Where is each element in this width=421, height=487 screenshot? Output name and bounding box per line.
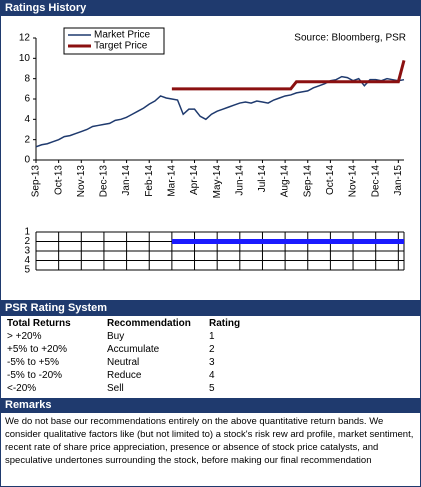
- table-row: -5% to +5% Neutral 3: [5, 356, 271, 369]
- cell: 1: [209, 331, 215, 342]
- header-row: Total Returns Recommendation Rating: [5, 316, 271, 330]
- x-tick-label: May-14: [212, 165, 223, 199]
- x-tick-label: Nov-13: [76, 165, 87, 198]
- cell: Reduce: [107, 370, 142, 381]
- x-tick-label: Dec-13: [99, 165, 110, 198]
- cell: <-20%: [7, 383, 37, 394]
- x-tick-label: Feb-14: [144, 165, 155, 197]
- y-tick-label: 5: [24, 265, 30, 276]
- cell: 2: [209, 344, 215, 355]
- y-tick-label: 12: [19, 33, 31, 44]
- column-header: Total Returns: [7, 317, 71, 329]
- table-row: > +20% Buy 1: [5, 330, 271, 343]
- table-row: +5% to +20% Accumulate 2: [5, 343, 271, 356]
- x-tick-label: Jan-15: [393, 165, 404, 196]
- cell: 3: [209, 357, 215, 368]
- cell: > +20%: [7, 331, 42, 342]
- annotation: Source: Bloomberg, PSR: [294, 33, 406, 44]
- x-tick-label: Nov-14: [348, 165, 359, 198]
- x-tick-label: Aug-14: [280, 165, 291, 198]
- x-tick-label: Oct-14: [325, 165, 336, 195]
- x-tick-label: Apr-14: [189, 165, 200, 195]
- x-tick-label: Dec-14: [370, 165, 381, 198]
- y-tick-label: 8: [24, 73, 30, 84]
- cell: -5% to +5%: [7, 357, 59, 368]
- cell: 5: [209, 383, 215, 394]
- y-tick-label: 6: [24, 94, 30, 105]
- rating-title: PSR Rating System: [1, 300, 420, 316]
- legend-box: [63, 27, 165, 55]
- x-tick-label: Jun-14: [234, 165, 245, 196]
- legend-label: Market Price: [94, 30, 151, 41]
- column-header: Recommendation: [107, 317, 191, 329]
- y-tick-label: 2: [24, 236, 30, 247]
- cell: -5% to -20%: [7, 370, 63, 381]
- y-tick-label: 2: [24, 134, 30, 145]
- header-title: Ratings History: [1, 1, 420, 16]
- cell: Buy: [107, 331, 125, 342]
- series-line: [171, 59, 406, 91]
- x-tick-label: Mar-14: [167, 165, 178, 197]
- cell: +5% to +20%: [7, 344, 68, 355]
- x-tick-label: Jan-14: [121, 165, 132, 196]
- rating-table: Total Returns Recommendation Rating > +20% B…: [5, 316, 271, 395]
- y-tick-label: 4: [24, 255, 30, 266]
- y-tick-label: 4: [24, 114, 30, 125]
- x-tick-label: Sep-14: [302, 165, 313, 198]
- x-tick-label: Oct-13: [53, 165, 64, 195]
- table-row: <-20% Sell 5: [5, 382, 271, 395]
- y-tick-label: 0: [24, 155, 30, 166]
- y-tick-label: 3: [24, 246, 30, 257]
- series-line: [35, 75, 405, 148]
- y-tick-label: 10: [19, 53, 31, 64]
- x-tick-label: Sep-13: [31, 165, 42, 198]
- cell: 4: [209, 370, 215, 381]
- cell: Neutral: [107, 357, 140, 368]
- column-header: Rating: [209, 317, 241, 329]
- cell: Accumulate: [107, 344, 160, 355]
- x-tick-label: Jul-14: [257, 165, 268, 193]
- cell: Sell: [107, 383, 124, 394]
- remarks-title: Remarks: [1, 398, 420, 413]
- table-row: -5% to -20% Reduce 4: [5, 369, 271, 382]
- legend-label: Target Price: [94, 41, 148, 52]
- remarks-text: We do not base our recommendations entir…: [5, 416, 414, 466]
- y-tick-label: 1: [24, 227, 30, 238]
